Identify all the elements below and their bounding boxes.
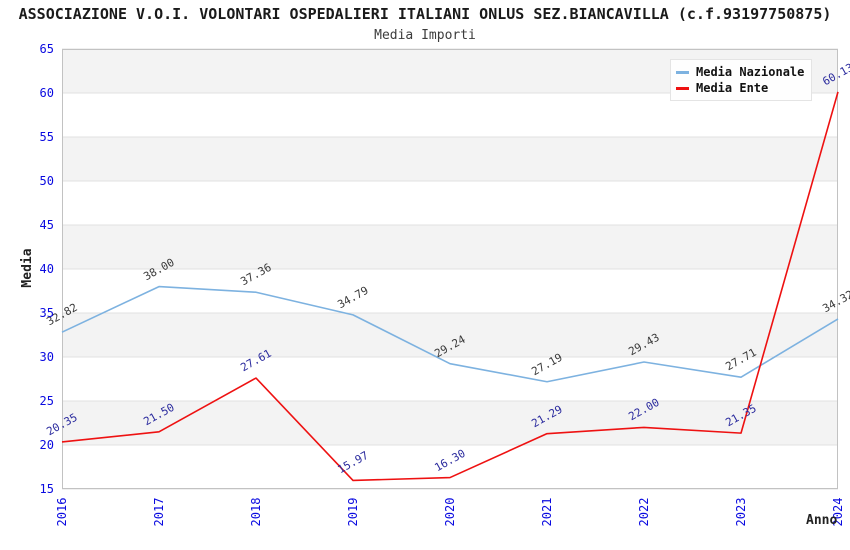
plot-band	[62, 181, 838, 225]
series-line-1	[61, 91, 839, 482]
x-tick-label: 2020	[443, 497, 457, 527]
x-axis-title: Anno	[806, 513, 838, 528]
plot-band	[62, 401, 838, 445]
y-tick-label: 40	[39, 262, 54, 276]
plot-band	[62, 313, 838, 357]
y-tick-label: 60	[39, 86, 54, 100]
plot-band	[62, 269, 838, 313]
plot-band	[62, 225, 838, 269]
y-tick-label: 30	[39, 350, 54, 364]
x-tick-label: 2019	[346, 497, 360, 527]
y-tick-label: 25	[39, 394, 54, 408]
legend-item-media-ente: Media Ente	[676, 80, 805, 96]
line-swatch-icon	[676, 70, 689, 74]
y-tick-label: 55	[39, 130, 54, 144]
plot-border	[62, 49, 838, 489]
series-line-0	[61, 285, 839, 383]
legend-item-label: Media Nazionale	[696, 65, 805, 79]
x-tick-label: 2022	[637, 497, 651, 527]
y-tick-label: 50	[39, 174, 54, 188]
legend: Media Nazionale Media Ente	[670, 59, 812, 101]
x-tick-label: 2017	[152, 497, 166, 527]
y-tick-label: 20	[39, 438, 54, 452]
plot-area: 32.82 38.00 37.36 34.79 29.24 27.19 29.43 27.71…	[44, 48, 850, 490]
plot-band	[62, 137, 838, 181]
plot-band	[62, 445, 838, 489]
y-tick-label: 45	[39, 218, 54, 232]
x-tick-label: 2016	[55, 497, 69, 527]
y-tick-label: 35	[39, 306, 54, 320]
y-tick-label: 15	[39, 482, 54, 496]
chart-subtitle: Media Importi	[374, 28, 476, 43]
x-tick-label: 2018	[249, 497, 263, 527]
legend-item-media-nazionale: Media Nazionale	[676, 64, 805, 80]
x-tick-label: 2021	[540, 497, 554, 527]
legend-item-label: Media Ente	[696, 81, 769, 95]
line-swatch-icon	[676, 86, 689, 90]
y-tick-label: 65	[39, 42, 54, 56]
x-tick-label: 2023	[734, 497, 748, 527]
chart-title: ASSOCIAZIONE V.O.I. VOLONTARI OSPEDALIER…	[18, 5, 832, 23]
